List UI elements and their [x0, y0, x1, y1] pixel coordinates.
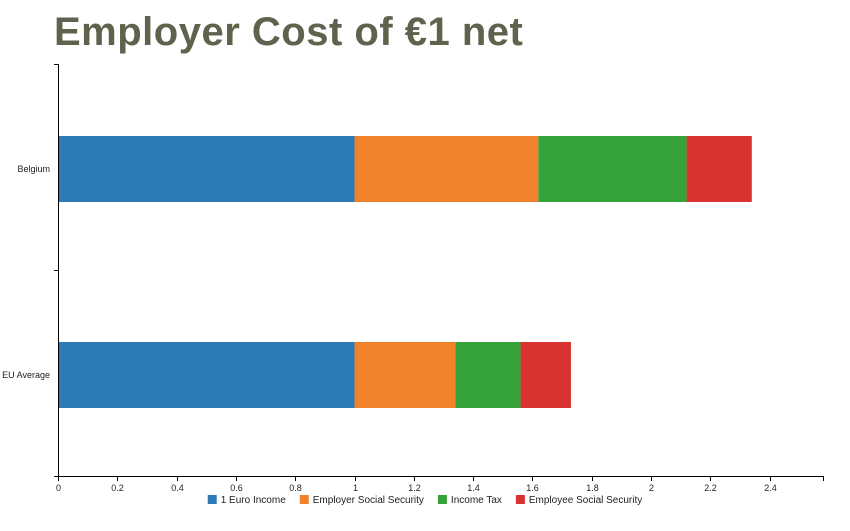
- legend-label-0: 1 Euro Income: [221, 495, 286, 506]
- x-tick-label: 1: [353, 483, 358, 493]
- bar-eu-average-series-1: [354, 342, 456, 408]
- legend-swatch-1: [299, 495, 309, 504]
- bar-eu-average-series-3: [520, 342, 571, 408]
- bar-belgium-series-0: [58, 136, 355, 202]
- x-tick-label: 0.8: [289, 483, 302, 493]
- x-tick-label: 0: [56, 483, 61, 493]
- legend-label-3: Employee Social Security: [529, 495, 642, 506]
- bar-eu-average-series-0: [58, 342, 355, 408]
- x-tick-label: 0.6: [230, 483, 243, 493]
- category-label: EU Average: [2, 370, 50, 380]
- chart-title: Employer Cost of €1 net: [54, 10, 524, 54]
- x-tick-label: 1.2: [408, 483, 421, 493]
- legend-label-2: Income Tax: [451, 495, 502, 506]
- legend-swatch-0: [207, 495, 217, 504]
- bar-belgium-series-1: [354, 136, 539, 202]
- bar-belgium-series-3: [686, 136, 752, 202]
- x-tick-label: 1.6: [526, 483, 539, 493]
- legend-swatch-3: [515, 495, 525, 504]
- legend-label-1: Employer Social Security: [313, 495, 424, 506]
- x-tick-label: 1.8: [586, 483, 599, 493]
- x-tick-label: 2.4: [764, 483, 777, 493]
- legend-swatch-2: [437, 495, 447, 504]
- x-tick-label: 1.4: [467, 483, 480, 493]
- bar-eu-average-series-2: [455, 342, 521, 408]
- category-label: Belgium: [17, 164, 50, 174]
- x-tick-label: 2.2: [704, 483, 717, 493]
- x-tick-label: 0.4: [171, 483, 184, 493]
- x-tick-label: 0.2: [111, 483, 124, 493]
- bar-belgium-series-2: [538, 136, 687, 202]
- x-tick-label: 2: [649, 483, 654, 493]
